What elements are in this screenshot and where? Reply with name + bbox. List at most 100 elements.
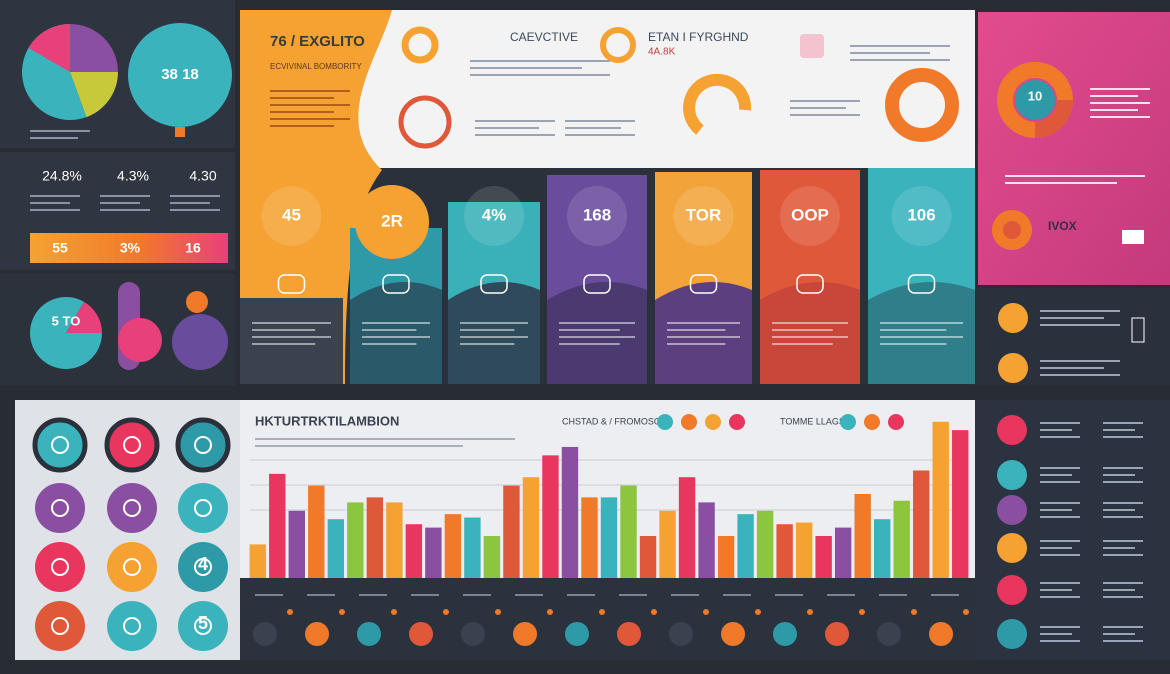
bar — [873, 519, 891, 578]
text-line — [559, 329, 620, 331]
bar — [327, 519, 345, 578]
bar — [952, 430, 969, 578]
bar — [269, 473, 286, 578]
text-line — [1040, 324, 1120, 326]
text-line — [1103, 429, 1135, 431]
icon-circle — [35, 601, 85, 651]
text-line — [1040, 509, 1072, 511]
text-line — [460, 343, 515, 345]
pie-label: 5 TO — [52, 313, 81, 328]
text-line — [270, 125, 334, 127]
bar — [483, 536, 501, 578]
text-line — [30, 209, 80, 211]
text-line — [671, 594, 699, 596]
text-line — [1040, 547, 1072, 549]
icon-glyph — [51, 558, 69, 576]
icon — [1131, 317, 1145, 343]
bar — [581, 497, 598, 578]
text-line — [100, 209, 150, 211]
icon-circle — [178, 483, 228, 533]
bar — [678, 477, 696, 578]
text-line — [775, 594, 803, 596]
card-icon — [277, 274, 306, 294]
text-line — [1103, 467, 1143, 469]
wedge — [70, 24, 118, 72]
legend-icon — [657, 414, 673, 430]
text-line — [359, 594, 387, 596]
bar — [288, 510, 305, 578]
strip-icon — [461, 622, 485, 646]
dot — [443, 609, 449, 615]
text-line — [772, 336, 848, 338]
ring — [885, 68, 959, 142]
text-line — [1040, 429, 1072, 431]
text-line — [1103, 596, 1143, 598]
text-line — [619, 594, 647, 596]
text-line — [1103, 589, 1135, 591]
text-line — [460, 336, 528, 338]
dot — [651, 609, 657, 615]
text-line — [470, 74, 610, 76]
bar — [561, 446, 579, 578]
text-line — [30, 137, 78, 139]
text-line — [463, 594, 491, 596]
text-line — [827, 594, 855, 596]
text-line — [772, 322, 848, 324]
text-line — [100, 195, 150, 197]
wedge — [70, 72, 118, 118]
text-line — [1103, 633, 1135, 635]
bar — [659, 510, 676, 578]
text-line — [1090, 102, 1150, 104]
card-badge — [567, 186, 627, 246]
tag: IVOX — [1048, 219, 1077, 233]
text-line — [1005, 175, 1145, 177]
wedge — [28, 24, 71, 72]
text-line — [100, 202, 140, 204]
text-line — [1040, 582, 1080, 584]
card-value: TOR — [686, 205, 722, 224]
text-line — [1040, 467, 1080, 469]
legend-icon — [681, 414, 697, 430]
bar — [425, 527, 442, 578]
bar — [834, 527, 852, 578]
bar — [854, 494, 871, 578]
icon-circle — [35, 542, 85, 592]
icon-glyph — [51, 436, 69, 454]
text-line — [879, 594, 907, 596]
text-line — [790, 100, 860, 102]
bar — [932, 421, 949, 578]
icon-circle — [107, 542, 157, 592]
card-icon — [382, 274, 410, 294]
stat-strip — [30, 233, 228, 263]
icon-circle — [107, 601, 157, 651]
header-blob — [240, 10, 392, 384]
text-line — [1103, 422, 1143, 424]
text-line — [252, 336, 331, 338]
icon-glyph — [123, 558, 141, 576]
strip-icon — [305, 622, 329, 646]
card-badge — [673, 186, 734, 246]
icon-strip — [240, 578, 975, 660]
text-line — [667, 322, 740, 324]
text-line — [170, 195, 220, 197]
card-base — [350, 282, 442, 384]
card-value: 168 — [583, 205, 611, 224]
dot — [391, 609, 397, 615]
badge-value: 4A.8K — [648, 47, 676, 58]
donut-center — [1015, 80, 1055, 120]
text-line — [880, 329, 947, 331]
ring — [398, 95, 452, 149]
bar — [366, 497, 384, 578]
text-line — [362, 336, 430, 338]
shape — [186, 291, 208, 313]
dot — [911, 609, 917, 615]
icon-glyph — [194, 499, 212, 517]
text-line — [1040, 640, 1080, 642]
text-line — [170, 209, 220, 211]
wedge — [29, 297, 103, 370]
text-line — [1103, 509, 1135, 511]
text-line — [255, 445, 463, 447]
text-line — [411, 594, 439, 596]
card-value: 2R — [381, 211, 403, 230]
list-icon — [997, 495, 1027, 525]
